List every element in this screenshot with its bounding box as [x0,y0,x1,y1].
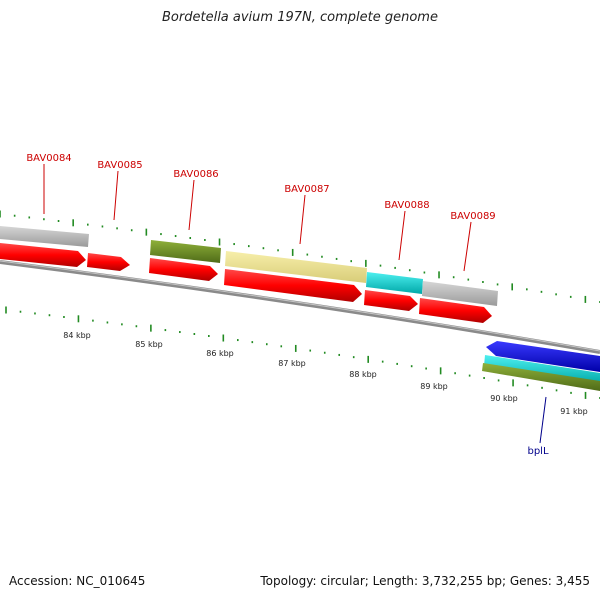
gene-label-bav0084: BAV0084 [26,153,71,164]
gene-label-bav0087: BAV0087 [284,184,329,195]
callout-line [539,396,547,444]
scale-label-84kbp: 84 kbp [63,331,91,340]
feature-gray-bav0084 [0,226,89,247]
cds-arrow-bav0089 [419,298,492,323]
gene-label-bav0085: BAV0085 [97,160,142,171]
feature-olive-bav0086 [150,240,221,263]
cds-arrow-bav0087 [224,269,362,302]
gene-label-bav0089: BAV0089 [450,211,495,222]
gene-callouts [43,164,547,444]
feature-yellow-bav0087 [225,251,367,283]
cds-arrow-bplL [486,341,600,372]
tick-marks [0,210,600,399]
scale-label-87kbp: 87 kbp [278,359,306,368]
scale-label-88kbp: 88 kbp [349,370,377,379]
feature-olive-bplL [482,363,600,391]
gene-label-bav0088: BAV0088 [384,200,429,211]
callout-line [398,210,406,261]
cds-arrow-bav0086 [149,258,218,281]
scale-label-89kbp: 89 kbp [420,382,448,391]
genome-summary-text: Topology: circular; Length: 3,732,255 bp… [260,574,590,588]
callout-line [188,179,195,231]
map-title: Bordetella avium 197N, complete genome [162,10,438,25]
feature-gray-bav0089 [422,281,498,306]
gene-label-bplL: bplL [527,446,548,457]
callout-line [299,194,306,245]
genome-backbone [0,260,600,354]
scale-label-90kbp: 90 kbp [490,394,518,403]
scale-label-86kbp: 86 kbp [206,349,234,358]
accession-text: Accession: NC_010645 [9,574,146,588]
cds-arrow-bav0088 [364,290,418,311]
cds-arrow-bav0085 [87,253,130,271]
cds-arrow-bav0084 [0,243,86,267]
gene-label-bav0086: BAV0086 [173,169,218,180]
callout-line [113,170,119,221]
feature-cyan-bav0088 [366,272,423,294]
scale-label-85kbp: 85 kbp [135,340,163,349]
scale-label-91kbp: 91 kbp [560,407,588,416]
genome-backbone-highlight [0,260,600,352]
callout-line [463,221,472,272]
